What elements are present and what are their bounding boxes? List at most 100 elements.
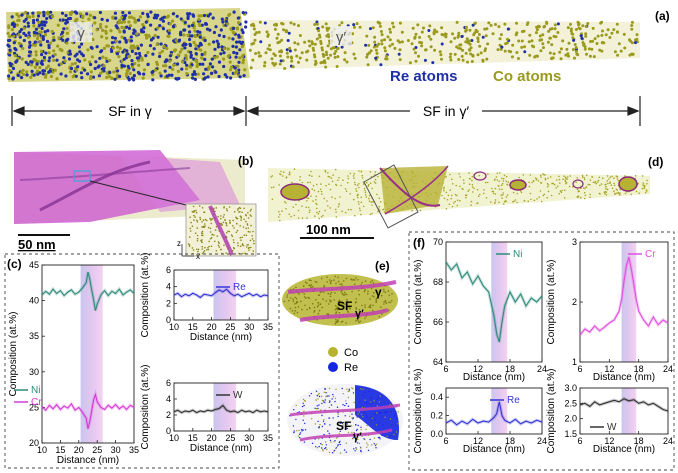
atom-dot bbox=[329, 53, 333, 57]
atom-dot bbox=[316, 207, 318, 210]
atom-dot bbox=[366, 53, 369, 56]
atom-dot bbox=[506, 183, 508, 186]
atom-dot bbox=[364, 391, 366, 394]
atom-dot bbox=[300, 300, 302, 303]
atom-dot bbox=[184, 42, 188, 47]
atom-dot bbox=[194, 47, 198, 51]
atom-dot bbox=[203, 57, 207, 62]
atom-dot bbox=[36, 11, 40, 15]
atom-dot bbox=[192, 211, 195, 213]
atom-dot bbox=[218, 246, 221, 248]
atom-dot bbox=[321, 399, 324, 402]
atom-dot bbox=[361, 177, 364, 179]
atom-dot bbox=[31, 21, 36, 25]
atom-dot bbox=[364, 280, 367, 282]
atom-dot bbox=[197, 250, 199, 253]
atom-dot bbox=[371, 444, 373, 446]
atom-dot bbox=[387, 290, 390, 292]
atom-dot bbox=[358, 293, 360, 296]
atom-dot bbox=[47, 45, 51, 50]
atom-dot bbox=[19, 44, 23, 48]
x-tick-label: 12 bbox=[473, 436, 483, 446]
atom-dot bbox=[301, 405, 304, 408]
atom-dot bbox=[237, 209, 239, 211]
atom-dot bbox=[376, 412, 378, 414]
e-gamma-prime-label: γ′ bbox=[355, 308, 364, 320]
atom-dot bbox=[208, 62, 212, 66]
atom-dot bbox=[422, 26, 425, 30]
atom-dot bbox=[338, 177, 340, 179]
atom-dot bbox=[353, 56, 357, 60]
atom-dot bbox=[249, 239, 252, 242]
atom-dot bbox=[200, 52, 204, 57]
atom-dot bbox=[301, 181, 304, 184]
atom-dot bbox=[304, 429, 307, 431]
x-tick-label: 35 bbox=[129, 445, 139, 455]
atom-dot bbox=[308, 211, 311, 213]
atom-dot bbox=[384, 57, 388, 61]
atom-dot bbox=[370, 401, 372, 403]
sf-band bbox=[621, 388, 637, 434]
atom-dot bbox=[330, 441, 332, 443]
atom-dot bbox=[99, 50, 103, 54]
atom-dot bbox=[465, 196, 467, 199]
atom-dot bbox=[328, 401, 331, 403]
atom-dot bbox=[273, 27, 277, 31]
atom-dot bbox=[179, 30, 183, 34]
atom-dot bbox=[365, 55, 369, 59]
atom-dot bbox=[193, 214, 195, 217]
atom-dot bbox=[26, 35, 31, 40]
atom-dot bbox=[320, 48, 324, 52]
atom-dot bbox=[128, 24, 132, 28]
atom-dot bbox=[327, 175, 330, 178]
atom-dot bbox=[454, 200, 457, 203]
atom-dot bbox=[523, 50, 527, 54]
atom-dot bbox=[355, 308, 357, 311]
atom-dot bbox=[335, 320, 338, 323]
atom-dot bbox=[142, 68, 147, 72]
atom-dot bbox=[429, 45, 433, 49]
atom-dot bbox=[564, 53, 568, 57]
atom-dot bbox=[244, 20, 248, 24]
atom-dot bbox=[105, 18, 109, 22]
atom-dot bbox=[325, 447, 327, 449]
atom-dot bbox=[104, 31, 108, 35]
atom-dot bbox=[337, 276, 339, 279]
atom-dot bbox=[547, 29, 551, 33]
atom-dot bbox=[374, 419, 377, 421]
atom-dot bbox=[295, 297, 298, 300]
atom-dot bbox=[528, 33, 532, 37]
atom-dot bbox=[556, 22, 560, 26]
atom-dot bbox=[634, 41, 637, 45]
atom-dot bbox=[37, 24, 41, 28]
atom-dot bbox=[344, 211, 347, 214]
atom-dot bbox=[52, 49, 56, 53]
atom-dot bbox=[310, 170, 312, 173]
atom-dot bbox=[334, 305, 337, 307]
atom-dot bbox=[209, 217, 211, 220]
atom-dot bbox=[235, 217, 238, 220]
atom-dot bbox=[571, 36, 575, 40]
atom-dot bbox=[36, 72, 40, 76]
atom-dot bbox=[222, 216, 225, 218]
atom-dot bbox=[523, 199, 526, 202]
atom-dot bbox=[234, 45, 238, 49]
y-tick-label: 0 bbox=[166, 426, 171, 436]
atom-dot bbox=[231, 235, 234, 238]
atom-dot bbox=[313, 309, 316, 312]
atom-dot bbox=[298, 34, 302, 37]
y-tick-label: 64 bbox=[433, 357, 443, 367]
atom-dot bbox=[272, 186, 275, 188]
atom-dot bbox=[289, 21, 293, 25]
atom-dot bbox=[453, 52, 457, 56]
atom-dot bbox=[345, 293, 348, 296]
atom-dot bbox=[606, 175, 609, 177]
atom-dot bbox=[149, 23, 153, 27]
atom-dot bbox=[222, 64, 226, 69]
atom-dot bbox=[451, 205, 454, 208]
atom-dot bbox=[174, 38, 178, 43]
atom-dot bbox=[325, 28, 329, 32]
atom-dot bbox=[75, 11, 79, 15]
atom-dot bbox=[373, 296, 375, 298]
atom-dot bbox=[325, 444, 327, 446]
